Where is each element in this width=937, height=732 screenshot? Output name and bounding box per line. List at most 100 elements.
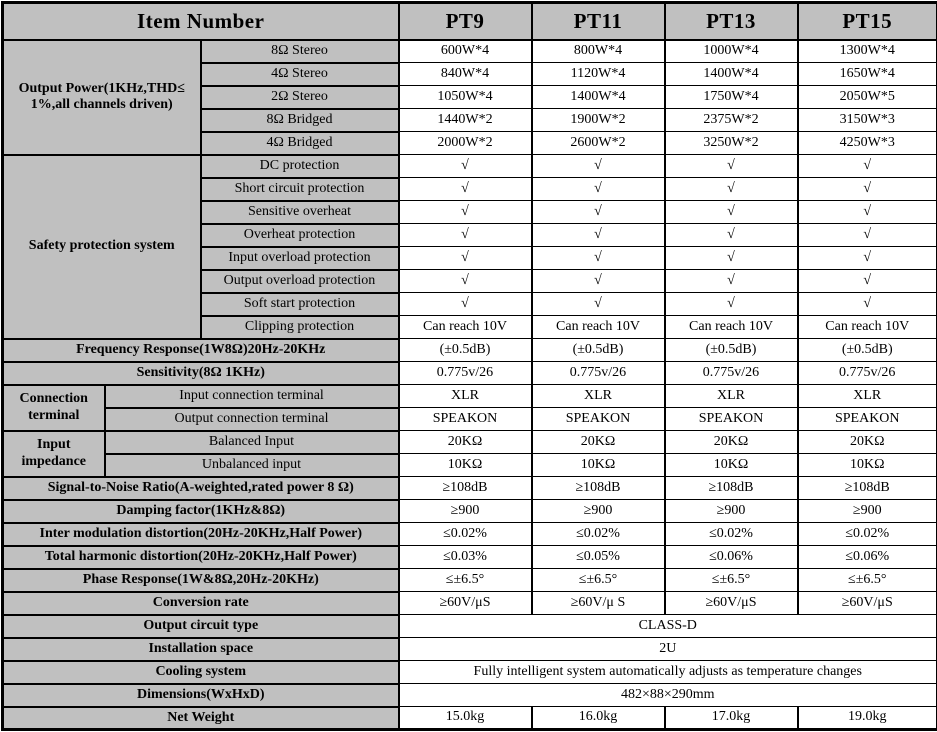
spec-value: ≤±6.5° <box>532 569 665 592</box>
spec-value: √ <box>399 155 532 178</box>
input-impedance-section-label: Input impedance <box>3 431 105 477</box>
row-label: Cooling system <box>3 661 399 684</box>
table-row: Output connection terminal SPEAKON SPEAK… <box>3 408 937 431</box>
connection-terminal-section-label: Connection terminal <box>3 385 105 431</box>
spec-value: (±0.5dB) <box>798 339 937 362</box>
spec-value: √ <box>399 247 532 270</box>
spec-value: √ <box>532 201 665 224</box>
table-row: Connection terminal Input connection ter… <box>3 385 937 408</box>
spec-value: XLR <box>665 385 798 408</box>
spec-value: √ <box>532 270 665 293</box>
spec-value: Can reach 10V <box>532 316 665 339</box>
spec-value: 2600W*2 <box>532 132 665 155</box>
spec-value: ≤±6.5° <box>665 569 798 592</box>
spec-value: 1120W*4 <box>532 63 665 86</box>
row-label: 8Ω Bridged <box>201 109 399 132</box>
row-label: Clipping protection <box>201 316 399 339</box>
spec-value: XLR <box>532 385 665 408</box>
spec-value: 4250W*3 <box>798 132 937 155</box>
model-header-pt13: PT13 <box>665 3 798 40</box>
spec-value: ≥108dB <box>532 477 665 500</box>
table-row: Total harmonic distortion(20Hz-20KHz,Hal… <box>3 546 937 569</box>
spec-value: ≥108dB <box>399 477 532 500</box>
model-header-pt11: PT11 <box>532 3 665 40</box>
row-label: Installation space <box>3 638 399 661</box>
spec-value: √ <box>399 178 532 201</box>
table-row: Inter modulation distortion(20Hz-20KHz,H… <box>3 523 937 546</box>
spec-value: 3250W*2 <box>665 132 798 155</box>
spec-value: ≥900 <box>665 500 798 523</box>
row-label: 4Ω Bridged <box>201 132 399 155</box>
spec-value: XLR <box>798 385 937 408</box>
spec-value: SPEAKON <box>532 408 665 431</box>
table-row: Damping factor(1KHz&8Ω) ≥900 ≥900 ≥900 ≥… <box>3 500 937 523</box>
spec-value: ≥60V/μ S <box>532 592 665 615</box>
spec-value: √ <box>399 201 532 224</box>
spec-value: 600W*4 <box>399 40 532 63</box>
spec-value: XLR <box>399 385 532 408</box>
row-label: Overheat protection <box>201 224 399 247</box>
spec-value: ≤±6.5° <box>798 569 937 592</box>
spec-value: ≤0.03% <box>399 546 532 569</box>
row-label: Inter modulation distortion(20Hz-20KHz,H… <box>3 523 399 546</box>
row-label: Input overload protection <box>201 247 399 270</box>
row-label: Dimensions(WxHxD) <box>3 684 399 707</box>
spec-value: ≤0.02% <box>399 523 532 546</box>
row-label: Unbalanced input <box>105 454 399 477</box>
spec-value: 0.775v/26 <box>665 362 798 385</box>
spec-value: ≤0.06% <box>665 546 798 569</box>
spec-value: ≤0.02% <box>532 523 665 546</box>
spec-value: 15.0kg <box>399 707 532 730</box>
spec-value: ≥60V/μS <box>798 592 937 615</box>
spec-value-merged: Fully intelligent system automatically a… <box>399 661 937 684</box>
spec-value: √ <box>665 293 798 316</box>
spec-value: √ <box>798 201 937 224</box>
item-number-header: Item Number <box>3 3 399 40</box>
header-row: Item Number PT9 PT11 PT13 PT15 <box>3 3 937 40</box>
spec-value: 1750W*4 <box>665 86 798 109</box>
spec-value: 19.0kg <box>798 707 937 730</box>
spec-value: 1900W*2 <box>532 109 665 132</box>
table-row: Sensitivity(8Ω 1KHz) 0.775v/26 0.775v/26… <box>3 362 937 385</box>
model-header-pt9: PT9 <box>399 3 532 40</box>
spec-value: 0.775v/26 <box>532 362 665 385</box>
spec-value: (±0.5dB) <box>532 339 665 362</box>
table-row: Net Weight 15.0kg 16.0kg 17.0kg 19.0kg <box>3 707 937 730</box>
spec-value: √ <box>798 178 937 201</box>
spec-value: 1050W*4 <box>399 86 532 109</box>
spec-value: 2375W*2 <box>665 109 798 132</box>
row-label: Sensitive overheat <box>201 201 399 224</box>
spec-value-merged: 482×88×290mm <box>399 684 937 707</box>
row-label: 2Ω Stereo <box>201 86 399 109</box>
spec-value: ≥900 <box>399 500 532 523</box>
spec-value: √ <box>798 155 937 178</box>
spec-value: SPEAKON <box>665 408 798 431</box>
spec-value: ≤0.06% <box>798 546 937 569</box>
spec-value: √ <box>798 293 937 316</box>
table-row: Output Power(1KHz,THD≤ 1%,all channels d… <box>3 40 937 63</box>
spec-value: (±0.5dB) <box>399 339 532 362</box>
spec-value: √ <box>798 270 937 293</box>
spec-value: 20KΩ <box>399 431 532 454</box>
spec-value: 840W*4 <box>399 63 532 86</box>
safety-section-label: Safety protection system <box>3 155 201 339</box>
spec-value: 20KΩ <box>798 431 937 454</box>
spec-value-merged: CLASS-D <box>399 615 937 638</box>
spec-value: SPEAKON <box>399 408 532 431</box>
spec-value: 10KΩ <box>665 454 798 477</box>
table-row: Phase Response(1W&8Ω,20Hz-20KHz) ≤±6.5° … <box>3 569 937 592</box>
spec-value: 1300W*4 <box>798 40 937 63</box>
spec-value: 10KΩ <box>532 454 665 477</box>
table-row: Dimensions(WxHxD) 482×88×290mm <box>3 684 937 707</box>
row-label: Output overload protection <box>201 270 399 293</box>
spec-value: 20KΩ <box>532 431 665 454</box>
spec-value: 10KΩ <box>798 454 937 477</box>
spec-value: 17.0kg <box>665 707 798 730</box>
spec-value: 0.775v/26 <box>399 362 532 385</box>
row-label: 4Ω Stereo <box>201 63 399 86</box>
spec-value: 1400W*4 <box>532 86 665 109</box>
table-row: Frequency Response(1W8Ω)20Hz-20KHz (±0.5… <box>3 339 937 362</box>
spec-value: √ <box>532 155 665 178</box>
